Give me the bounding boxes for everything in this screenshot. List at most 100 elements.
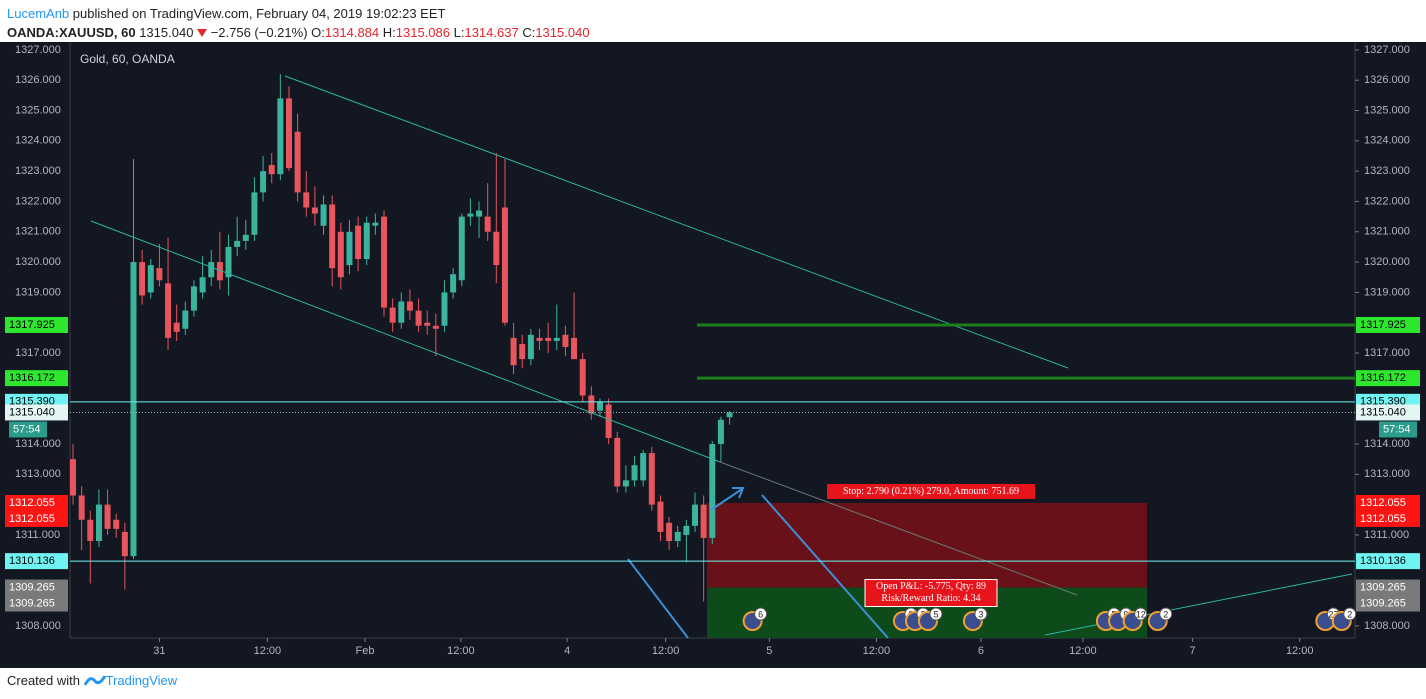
candle-body — [622, 480, 629, 487]
price-label: 1316.172 — [1360, 372, 1406, 384]
y-tick-label: 1325.000 — [1364, 104, 1410, 116]
y-tick-label: 1314.000 — [1364, 438, 1410, 450]
y-tick-label: 1319.000 — [15, 286, 61, 298]
y-tick-label: 1322.000 — [15, 195, 61, 207]
event-badge — [974, 607, 988, 621]
countdown: 57:54 — [13, 423, 41, 435]
candle-body — [640, 453, 647, 481]
candle-body — [562, 334, 569, 347]
price-label-bg — [5, 404, 68, 421]
y-tick-label: 1317.000 — [15, 347, 61, 359]
y-tick-label: 1320.000 — [1364, 256, 1410, 268]
candle-body — [476, 210, 483, 217]
candle-body — [674, 531, 681, 541]
down-arrow — [197, 29, 208, 37]
x-tick-label: 12:00 — [447, 645, 475, 657]
price-label: 1310.136 — [1360, 555, 1406, 567]
event-count: 12 — [1136, 609, 1146, 619]
published: published on TradingView.com, February 0… — [72, 6, 446, 21]
price-label-bg — [1356, 494, 1420, 511]
candle-body — [614, 437, 621, 487]
price-label-bg — [5, 316, 68, 333]
candle-body — [424, 322, 431, 326]
ohlc-key: C: — [522, 25, 536, 40]
candle-body — [277, 98, 284, 175]
arrow — [761, 494, 889, 639]
y-tick-label: 1326.000 — [1364, 74, 1410, 86]
candle-body — [484, 216, 491, 232]
candle-body — [432, 325, 439, 329]
candle-body — [648, 453, 655, 505]
chart: Gold, 60, OANDA Stop: 2.790 (0.21%) 279.… — [0, 42, 1426, 668]
y-tick-label: 1327.000 — [1364, 44, 1410, 56]
footer: Created with TradingView — [7, 673, 177, 688]
candle-body — [553, 337, 560, 341]
price-label: 1310.136 — [9, 555, 55, 567]
candle-body — [588, 395, 595, 414]
candle-body — [104, 504, 111, 529]
x-tick-label: 4 — [564, 645, 570, 657]
price-label-bg — [5, 510, 68, 527]
candle-body — [190, 286, 197, 311]
candle-body — [692, 504, 699, 526]
x-tick-label: 12:00 — [254, 645, 282, 657]
event-badge — [754, 607, 768, 621]
change: −2.756 (−0.21%) — [210, 25, 308, 40]
author[interactable]: LucemAnb — [7, 6, 70, 21]
y-tick-label: 1313.000 — [1364, 468, 1410, 480]
ohlc-value: 1314.637 — [464, 25, 519, 40]
y-tick-label: 1313.000 — [15, 468, 61, 480]
candle-body — [303, 192, 310, 208]
y-tick-label: 1320.000 — [15, 256, 61, 268]
candle-body — [519, 343, 526, 360]
ohlc-key: H: — [382, 25, 396, 40]
candle-body — [381, 216, 388, 308]
candle-body — [199, 277, 206, 293]
price-label-bg — [5, 370, 68, 387]
price-label: 1317.925 — [1360, 319, 1406, 331]
candle-body — [579, 359, 586, 396]
candle-body — [700, 504, 707, 538]
y-tick-label: 1321.000 — [15, 226, 61, 238]
price-label-bg — [5, 595, 68, 612]
last: 1315.040 — [139, 25, 194, 40]
candle-body — [285, 98, 292, 169]
pnl-label: Open P&L: -5.775, Qty: 89 — [876, 581, 986, 592]
price-label-bg — [1356, 370, 1420, 387]
y-tick-label: 1308.000 — [15, 620, 61, 632]
pnl-label-bg — [864, 579, 998, 608]
y-tick-label: 1321.000 — [1364, 226, 1410, 238]
y-tick-label: 1314.000 — [15, 438, 61, 450]
candle-body — [70, 459, 77, 496]
countdown-bg — [1379, 421, 1417, 438]
candle-body — [666, 522, 673, 541]
candle-body — [268, 165, 275, 175]
x-tick-label: Feb — [356, 645, 375, 657]
candle-body — [216, 262, 223, 281]
candle-body — [363, 222, 370, 260]
x-tick-label: 7 — [1190, 645, 1196, 657]
price-label-bg — [1356, 579, 1420, 596]
candle-body — [709, 443, 716, 538]
candle-body — [450, 274, 457, 293]
symbol: OANDA:XAUUSD, 60 — [7, 25, 136, 40]
candle-body — [173, 322, 180, 332]
arrow-head — [732, 487, 745, 499]
candle-body — [234, 240, 241, 247]
candle-body — [208, 262, 215, 278]
y-tick-label: 1308.000 — [1364, 620, 1410, 632]
candle-body — [372, 222, 379, 226]
candle-body — [242, 234, 249, 241]
candle-body — [346, 231, 353, 266]
candle-body — [571, 337, 578, 360]
candle-body — [527, 334, 534, 360]
y-tick-label: 1323.000 — [15, 165, 61, 177]
event-badge — [1159, 607, 1173, 621]
price-label: 1312.055 — [1360, 513, 1406, 525]
event-count: 2 — [1347, 609, 1352, 619]
price-label: 1309.265 — [1360, 581, 1406, 593]
price-label-bg — [1356, 595, 1420, 612]
brand[interactable]: TradingView — [105, 673, 178, 688]
candles — [70, 74, 733, 602]
